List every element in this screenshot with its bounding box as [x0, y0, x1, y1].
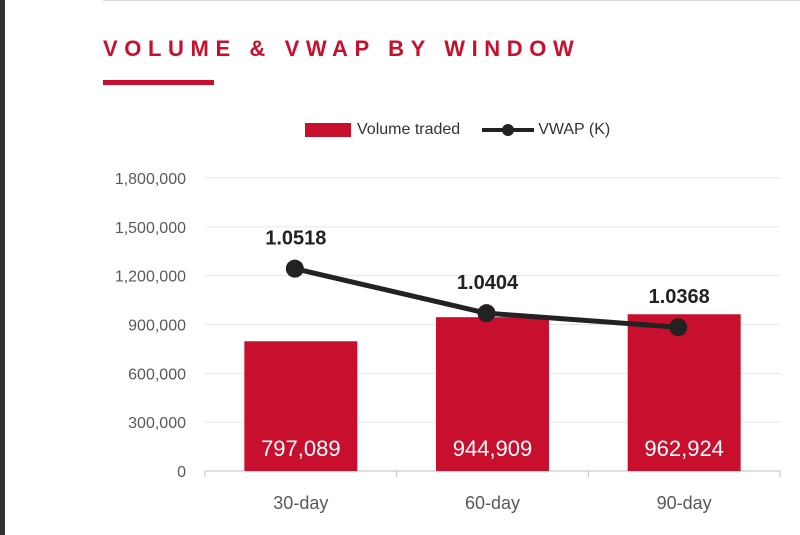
vwap-data-label: 1.0368	[649, 286, 710, 308]
vwap-data-label: 1.0518	[265, 228, 326, 250]
bar-data-label: 944,909	[453, 436, 533, 461]
legend-label-vwap: VWAP (K)	[538, 121, 611, 138]
volume-bar	[627, 314, 741, 471]
legend-item-volume: Volume traded	[305, 121, 460, 139]
x-tick-label: 90-day	[657, 493, 712, 513]
vwap-point	[477, 304, 496, 323]
legend-bar-swatch	[305, 123, 351, 137]
legend-label-volume: Volume traded	[357, 121, 461, 138]
bar-data-label: 962,924	[644, 436, 724, 461]
vwap-data-label: 1.0404	[457, 272, 519, 294]
chart-legend: Volume traded VWAP (K)	[305, 118, 610, 142]
y-tick-label: 0	[177, 464, 186, 481]
y-tick-label: 300,000	[128, 415, 186, 432]
vwap-point	[285, 259, 304, 278]
legend-line-swatch	[482, 124, 535, 136]
left-frame-rule	[0, 0, 5, 535]
y-tick-label: 1,200,000	[115, 269, 186, 286]
y-tick-label: 1,500,000	[115, 220, 186, 237]
volume-bar	[244, 341, 358, 471]
legend-item-vwap: VWAP (K)	[460, 121, 610, 139]
top-frame-rule	[103, 0, 800, 1]
chart-title: VOLUME & VWAP BY WINDOW	[103, 36, 581, 61]
y-tick-label: 600,000	[128, 366, 186, 383]
x-tick-label: 30-day	[273, 493, 328, 513]
bar-data-label: 797,089	[261, 436, 341, 461]
x-tick-label: 60-day	[465, 493, 520, 513]
title-underline	[103, 80, 214, 85]
y-tick-label: 900,000	[128, 318, 186, 335]
volume-bar	[436, 317, 549, 471]
y-tick-label: 1,800,000	[115, 171, 186, 188]
vwap-point	[669, 318, 688, 337]
